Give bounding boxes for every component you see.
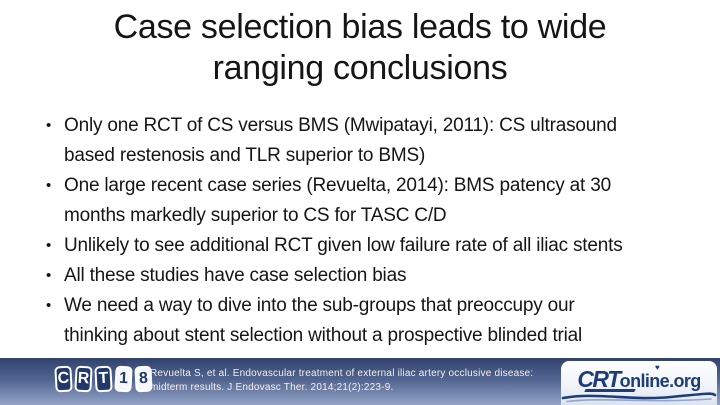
crtonline-logo: CRTonline.org ♥ <box>561 361 717 405</box>
crtonline-logo-text: CRTonline.org ♥ <box>561 363 717 393</box>
bullet-line: months markedly superior to CS for TASC … <box>64 205 447 226</box>
citation-line-2: midterm results. J Endovasc Ther. 2014;2… <box>150 382 394 393</box>
bullet-dot: • <box>46 297 52 314</box>
bullet-text: Only one RCT of CS versus BMS (Mwipatayi… <box>64 111 617 171</box>
bullet-text: All these studies have case selection bi… <box>64 261 406 291</box>
heart-icon: ♥ <box>655 363 660 372</box>
bullet-text: One large recent case series (Revuelta, … <box>64 171 611 231</box>
crt18-key-c: C <box>54 365 73 393</box>
slide-title: Case selection bias leads to wide rangin… <box>0 7 720 89</box>
slide-title-line-1: Case selection bias leads to wide <box>113 8 607 46</box>
bullet-line: Only one RCT of CS versus BMS (Mwipatayi… <box>64 115 617 136</box>
bullet-item: • One large recent case series (Revuelta… <box>46 171 706 231</box>
bullet-line: Unlikely to see additional RCT given low… <box>64 235 623 256</box>
bullet-dot: • <box>46 237 52 254</box>
crtonline-rest-text: online.org <box>619 371 702 391</box>
bullet-line: We need a way to dive into the sub-group… <box>64 295 575 316</box>
bullet-text: We need a way to dive into the sub-group… <box>64 291 582 351</box>
bullet-line: All these studies have case selection bi… <box>64 265 407 286</box>
bullet-line: One large recent case series (Revuelta, … <box>64 175 611 196</box>
crt18-logo: C R T 1 8 <box>54 365 153 393</box>
wave-swoosh-icon <box>561 392 717 403</box>
crt18-key-t: T <box>94 365 113 393</box>
bullet-item: • We need a way to dive into the sub-gro… <box>46 291 706 351</box>
bullet-list: • Only one RCT of CS versus BMS (Mwipata… <box>46 111 706 351</box>
bullet-item: • Unlikely to see additional RCT given l… <box>46 231 706 261</box>
crtonline-crt-text: CRT <box>577 366 621 392</box>
footer-bar: C R T 1 8 Revuelta S, et al. Endovascula… <box>0 358 720 405</box>
bullet-line: thinking about stent selection without a… <box>64 325 583 346</box>
bullet-dot: • <box>46 267 52 284</box>
crt18-key-r: R <box>74 365 93 393</box>
bullet-line: based restenosis and TLR superior to BMS… <box>64 145 426 166</box>
citation: Revuelta S, et al. Endovascular treatmen… <box>150 367 533 395</box>
bullet-dot: • <box>46 177 52 194</box>
bullet-dot: • <box>46 117 52 134</box>
slide-title-line-2: ranging conclusions <box>212 49 508 87</box>
bullet-item: • Only one RCT of CS versus BMS (Mwipata… <box>46 111 706 171</box>
crt18-key-1: 1 <box>114 365 133 393</box>
citation-line-1: Revuelta S, et al. Endovascular treatmen… <box>150 368 534 379</box>
bullet-item: • All these studies have case selection … <box>46 261 706 291</box>
bullet-text: Unlikely to see additional RCT given low… <box>64 231 623 261</box>
